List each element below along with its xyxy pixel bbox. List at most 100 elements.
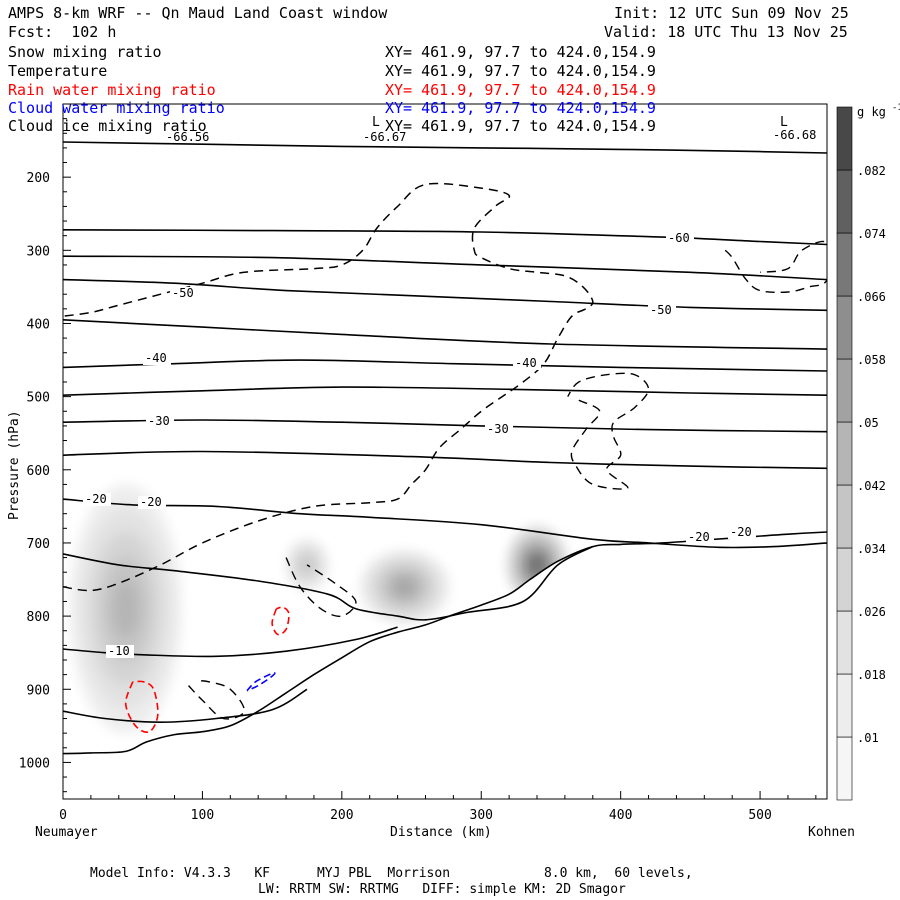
colorbar-label-9: .082: [857, 164, 886, 178]
legend-cloud-ice-xy: XY= 461.9, 97.7 to 424.0,154.9: [385, 117, 656, 135]
rain-cloud-water-contours: [124, 606, 290, 733]
colorbar-label-2: .026: [857, 605, 886, 619]
temp-contour--45: [63, 319, 827, 350]
colorbar-swatch-6: [836, 358, 853, 423]
colorbar-label-4: .042: [857, 479, 886, 493]
cloud-water-contour: [246, 672, 276, 692]
footer-physics-info: LW: RRTM SW: RRTMG DIFF: simple KM: 2D S…: [258, 882, 626, 897]
contour-label-bg--50-0: [170, 287, 198, 300]
rain-contour-0: [124, 680, 159, 733]
x-left-label: Neumayer: [35, 825, 98, 840]
terrain-mask: [63, 532, 827, 799]
y-tick-label-600: 600: [27, 464, 50, 479]
legend-snow-name: Snow mixing ratio: [8, 43, 162, 61]
temperature-contours: [63, 141, 827, 724]
snow-blob-3-level-8: [533, 559, 542, 571]
y-tick-label-1000: 1000: [19, 756, 50, 771]
snow-blob-0-level-4: [112, 580, 139, 638]
colorbar-unit-exponent: -1: [892, 103, 900, 113]
contour-label--40-1: -40: [515, 356, 537, 370]
temp-contour--10: [63, 626, 398, 658]
y-tick-label-200: 200: [27, 171, 50, 186]
colorbar-swatch-2: [836, 610, 853, 675]
cloud-ice-contour-2: [724, 240, 827, 294]
low-marker-1: L: [780, 115, 788, 130]
contour-label--40-0: -40: [145, 351, 167, 365]
contour-label-bg--40-0: [143, 352, 171, 365]
contour-label-bg--20-3: [728, 526, 756, 539]
colorbar-unit: g kg: [857, 105, 886, 119]
legend-cloud-water-name: Cloud water mixing ratio: [8, 99, 225, 117]
terrain-line: [63, 531, 827, 755]
cloud-ice-contour-main: [63, 182, 594, 592]
y-tick-label-900: 900: [27, 683, 50, 698]
y-axis-label: Pressure (hPa): [7, 410, 22, 520]
colorbar-swatch-7: [836, 295, 853, 360]
legend-rain-xy: XY= 461.9, 97.7 to 424.0,154.9: [385, 81, 656, 99]
temp-contour--25: [63, 450, 827, 470]
temp-contour--20: [63, 498, 827, 549]
temp-contour--55: [63, 255, 827, 281]
snow-blob-2-level-5: [395, 579, 414, 594]
legend-temp-xy: XY= 461.9, 97.7 to 424.0,154.9: [385, 62, 656, 80]
colorbar-label-5: .05: [857, 416, 879, 430]
footer-model-info: Model Info: V4.3.3 KF MYJ PBL Morrison 8…: [90, 866, 693, 881]
contour-label--20-1: -20: [140, 495, 162, 509]
contour-label--20-3: -20: [730, 525, 752, 539]
cloud-ice-contour-1: [567, 372, 650, 490]
temp-contour--60: [63, 229, 827, 246]
x-right-label: Kohnen: [808, 825, 855, 840]
low-marker-0: L: [372, 115, 380, 130]
x-tick-label-500: 500: [748, 808, 771, 823]
temp-contour--40: [63, 359, 827, 372]
forecast-hour: Fcst: 102 h: [8, 23, 117, 41]
legend-rain-name: Rain water mixing ratio: [8, 81, 216, 99]
colorbar-swatch-10: [836, 106, 853, 171]
legend-cloud-ice-name: Cloud ice mixing ratio: [8, 117, 207, 135]
contour-label-bg--10-0: [106, 645, 134, 658]
contour-label-bg--30-1: [485, 423, 513, 436]
colorbar-label-7: .066: [857, 290, 886, 304]
contour-label-bg--20-2: [686, 531, 714, 544]
colorbar-label-6: .058: [857, 353, 886, 367]
colorbar-label-1: .018: [857, 668, 886, 682]
colorbar-label-3: .034: [857, 542, 886, 556]
x-tick-label-200: 200: [330, 808, 353, 823]
cloud-ice-contours: [63, 182, 827, 720]
valid-time: Valid: 18 UTC Thu 13 Nov 25: [604, 23, 848, 41]
contour-label--50-1: -50: [650, 303, 672, 317]
legend-temp-name: Temperature: [8, 62, 108, 80]
colorbar-swatch-0: [836, 736, 853, 801]
colorbar-swatch-5: [836, 421, 853, 486]
contour-label-bg--60-0: [666, 232, 694, 245]
contour-label-bg--50-1: [648, 304, 676, 317]
snow-blob-1-level-3: [300, 557, 313, 573]
colorbar-swatch-1: [836, 673, 853, 738]
x-axis-label: Distance (km): [390, 825, 492, 840]
plot-frame: [62, 103, 828, 800]
terrain-surface-line: [63, 531, 827, 755]
colorbar-label-0: .01: [857, 731, 879, 745]
surface-value-2: -66.68: [773, 128, 816, 142]
rain-contour-1: [271, 606, 290, 636]
surface-value-0: -66.56: [166, 130, 209, 144]
contour-label--60-0: -60: [668, 231, 690, 245]
init-time: Init: 12 UTC Sun 09 Nov 25: [614, 4, 849, 22]
x-tick-label-300: 300: [470, 808, 493, 823]
contour-label--20-2: -20: [688, 530, 710, 544]
temp-contour--5: [63, 688, 308, 724]
temp-contour--30: [63, 419, 827, 433]
chart-title: AMPS 8-km WRF -- Qn Maud Land Coast wind…: [8, 4, 388, 22]
contour-label-bg--20-1: [138, 496, 166, 509]
colorbar-swatch-9: [836, 169, 853, 234]
below-ground-mask: [63, 532, 827, 799]
contour-label-bg--40-1: [513, 357, 541, 370]
temp-contour--50: [63, 278, 827, 312]
contour-label--50-0: -50: [172, 286, 194, 300]
cloud-ice-contour-3: [285, 557, 357, 618]
legend-snow-xy: XY= 461.9, 97.7 to 424.0,154.9: [385, 43, 656, 61]
temp-contour--70: [63, 141, 827, 154]
x-tick-label-100: 100: [191, 808, 214, 823]
